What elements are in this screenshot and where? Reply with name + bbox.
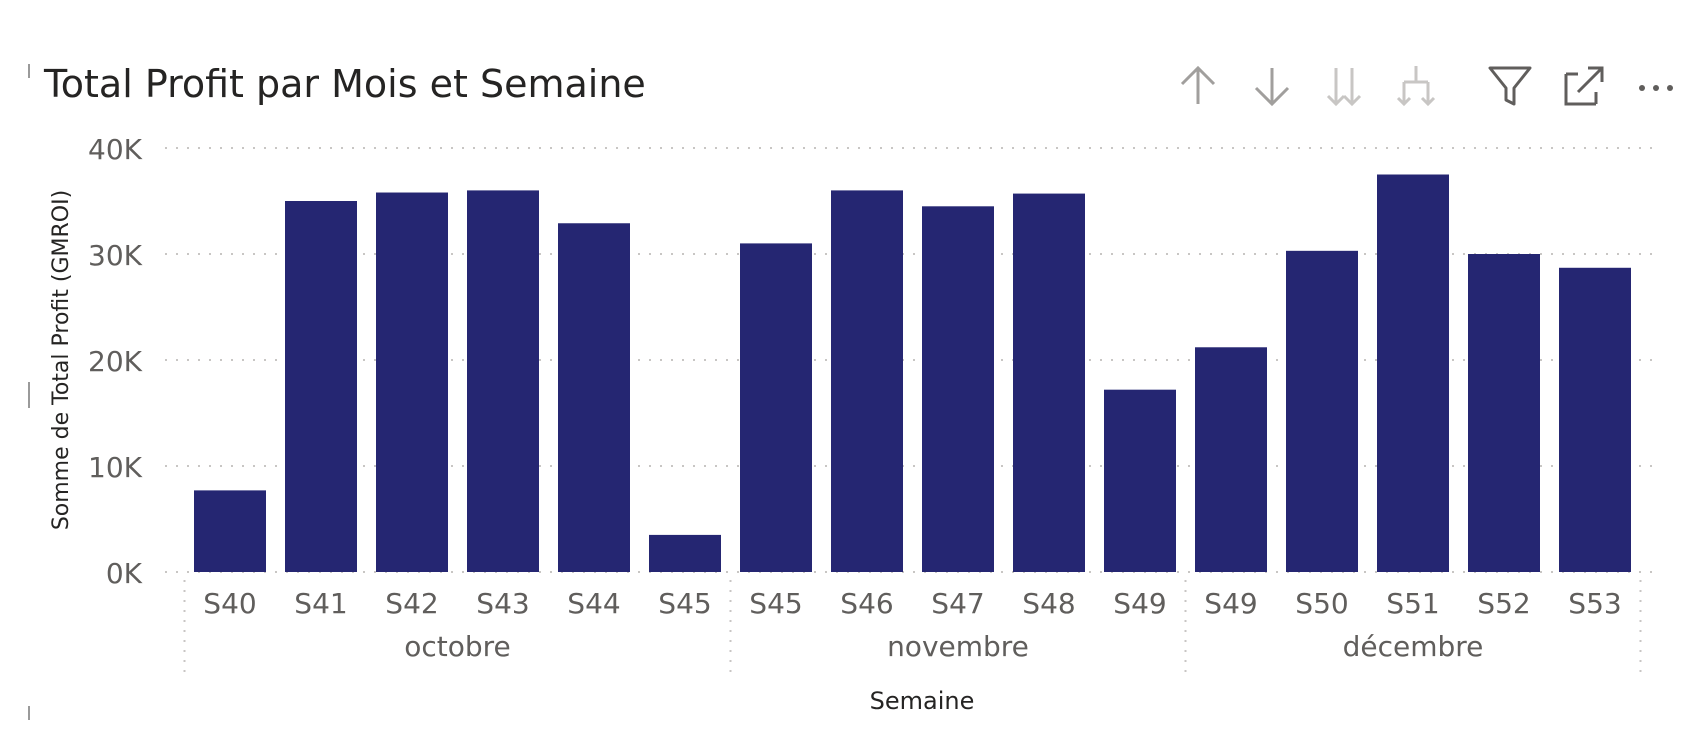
bar-novembre-S47 — [922, 206, 994, 573]
sort-descending-icon[interactable] — [1246, 60, 1298, 112]
resize-handle-left[interactable] — [28, 382, 30, 408]
resize-handle-bottom[interactable] — [28, 706, 30, 720]
x-tick-label: S53 — [1568, 587, 1621, 620]
x-tick-label: S41 — [294, 587, 347, 620]
chart-title: Total Profit par Mois et Semaine — [44, 62, 646, 106]
bar-décembre-S52 — [1468, 254, 1540, 572]
bar-octobre-S41 — [285, 201, 357, 572]
x-tick-label: S51 — [1386, 587, 1439, 620]
y-tick-label: 30K — [88, 239, 143, 272]
x-tick-label: S45 — [658, 587, 711, 620]
y-tick-label: 0K — [106, 557, 143, 590]
resize-handle-top[interactable] — [28, 64, 30, 78]
bar-octobre-S45 — [649, 534, 721, 572]
y-tick-label: 20K — [88, 345, 143, 378]
bar-décembre-S49 — [1195, 347, 1267, 572]
x-tick-label: S49 — [1204, 587, 1257, 620]
x-tick-label: S43 — [476, 587, 529, 620]
bar-octobre-S40 — [194, 490, 266, 572]
x-tick-label: S47 — [931, 587, 984, 620]
x-tick-label: S42 — [385, 587, 438, 620]
bar-novembre-S48 — [1013, 193, 1085, 572]
x-tick-label: S52 — [1477, 587, 1530, 620]
x-tick-label: S50 — [1295, 587, 1348, 620]
sort-ascending-icon[interactable] — [1172, 60, 1224, 112]
bar-novembre-S45 — [740, 243, 812, 572]
y-tick-label: 40K — [88, 133, 143, 166]
bar-décembre-S50 — [1286, 250, 1358, 572]
bar-octobre-S43 — [467, 190, 539, 572]
more-options-icon[interactable] — [1630, 60, 1682, 112]
x-axis-title: Semaine — [870, 687, 975, 715]
x-tick-label: S49 — [1113, 587, 1166, 620]
bar-décembre-S51 — [1377, 174, 1449, 572]
month-label: novembre — [887, 630, 1029, 663]
y-axis-title: Somme de Total Profit (GMROI) — [49, 190, 74, 530]
bar-novembre-S46 — [831, 190, 903, 572]
focus-mode-icon[interactable] — [1558, 60, 1610, 112]
x-tick-label: S48 — [1022, 587, 1075, 620]
bar-décembre-S53 — [1559, 267, 1631, 572]
x-tick-label: S44 — [567, 587, 620, 620]
x-tick-label: S45 — [749, 587, 802, 620]
filter-icon[interactable] — [1484, 60, 1536, 112]
bar-octobre-S44 — [558, 223, 630, 572]
x-tick-label: S40 — [203, 587, 256, 620]
bar-octobre-S42 — [376, 192, 448, 572]
month-label: octobre — [404, 630, 511, 663]
bar-novembre-S49 — [1104, 389, 1176, 572]
expand-next-level-icon[interactable] — [1390, 60, 1442, 112]
x-tick-label: S46 — [840, 587, 893, 620]
expand-all-down-icon[interactable] — [1318, 60, 1370, 112]
y-tick-label: 10K — [88, 451, 143, 484]
month-label: décembre — [1343, 630, 1484, 663]
